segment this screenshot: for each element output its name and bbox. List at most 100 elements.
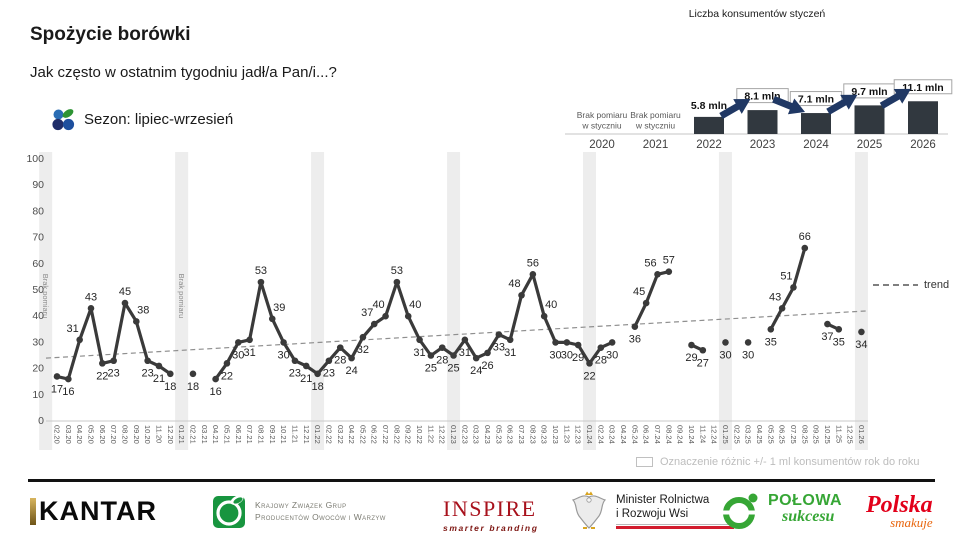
x-tick-label: 10.22 bbox=[415, 425, 424, 444]
data-point-label: 21 bbox=[300, 373, 312, 385]
data-point-06.20 bbox=[99, 360, 106, 367]
data-point-label: 56 bbox=[527, 257, 539, 269]
x-tick-label: 08.22 bbox=[392, 425, 401, 444]
x-tick-label: 04.25 bbox=[755, 425, 764, 444]
january-band-01.23 bbox=[447, 152, 461, 450]
data-point-label: 53 bbox=[391, 265, 403, 277]
data-point-label: 57 bbox=[663, 255, 675, 267]
data-point-05.25 bbox=[767, 326, 775, 333]
kzg-leaf-icon bbox=[213, 495, 245, 528]
data-point-label: 39 bbox=[273, 302, 285, 314]
x-tick-label: 07.24 bbox=[653, 425, 662, 444]
data-point-01.25 bbox=[722, 339, 729, 346]
data-point-02.22 bbox=[325, 357, 333, 365]
mini-bar-2025 bbox=[854, 105, 885, 134]
data-point-label: 32 bbox=[357, 344, 369, 356]
x-tick-label: 08.24 bbox=[664, 425, 673, 444]
data-point-10.25 bbox=[824, 320, 831, 328]
x-tick-label: 01.25 bbox=[721, 425, 730, 444]
x-tick-label: 12.24 bbox=[710, 425, 719, 444]
x-tick-label: 02.20 bbox=[53, 425, 62, 444]
x-tick-label: 03.23 bbox=[472, 425, 481, 444]
trend-arrow-up bbox=[719, 98, 751, 120]
data-point-03.20 bbox=[65, 375, 72, 383]
data-point-label: 22 bbox=[583, 370, 595, 382]
data-point-label: 18 bbox=[187, 381, 199, 393]
minister-logo-text: Minister Rolnictwa i Rozwoju Wsi bbox=[616, 493, 734, 522]
data-point-05.20 bbox=[87, 305, 95, 312]
kzg-line1: Krajowy Związek Grup bbox=[255, 499, 347, 510]
x-tick-label: 06.25 bbox=[778, 425, 787, 444]
data-point-02.21 bbox=[189, 370, 197, 378]
data-point-label: 31 bbox=[413, 347, 425, 359]
data-point-label: 45 bbox=[633, 286, 645, 298]
x-tick-label: 09.23 bbox=[540, 425, 549, 444]
mini-year-label: 2023 bbox=[750, 139, 776, 151]
y-tick-label: 60 bbox=[32, 258, 44, 270]
kantar-gold-bar-icon bbox=[30, 498, 36, 525]
data-point-10.20 bbox=[144, 357, 151, 365]
inspire-logo: INSPIRE smarter branding bbox=[443, 496, 539, 533]
x-tick-label: 03.24 bbox=[608, 425, 617, 444]
data-point-label: 28 bbox=[595, 355, 607, 367]
x-tick-label: 12.23 bbox=[574, 425, 583, 444]
x-tick-label: 09.21 bbox=[268, 425, 277, 444]
x-tick-label: 09.20 bbox=[132, 425, 141, 444]
x-tick-label: 03.21 bbox=[200, 425, 209, 444]
x-tick-label: 01.24 bbox=[585, 425, 594, 444]
data-point-08.23 bbox=[529, 270, 537, 278]
data-point-label: 24 bbox=[470, 365, 482, 377]
data-point-label: 18 bbox=[164, 381, 176, 393]
x-tick-label: 02.21 bbox=[188, 425, 197, 444]
minister-line2: i Rozwoju Wsi bbox=[616, 508, 689, 520]
polska-smakuje-logo: Polska smakuje bbox=[866, 492, 933, 531]
data-point-label: 34 bbox=[855, 339, 867, 351]
data-point-10.24 bbox=[688, 341, 695, 349]
data-point-12.20 bbox=[167, 370, 174, 378]
x-tick-label: 07.22 bbox=[381, 425, 390, 444]
x-tick-label: 05.21 bbox=[222, 425, 231, 444]
data-point-label: 25 bbox=[447, 363, 459, 375]
data-point-label: 26 bbox=[481, 360, 493, 372]
x-tick-label: 08.23 bbox=[528, 425, 537, 444]
kzg-logo: Krajowy Związek Grup Producentów Owoców … bbox=[213, 494, 386, 528]
january-band-01.20 bbox=[39, 152, 53, 450]
x-tick-label: 10.20 bbox=[143, 425, 152, 444]
x-tick-label: 05.25 bbox=[766, 425, 775, 444]
data-point-label: 27 bbox=[697, 357, 709, 369]
y-tick-label: 80 bbox=[32, 205, 44, 217]
x-tick-label: 09.25 bbox=[812, 425, 821, 444]
trend-legend-label: trend bbox=[924, 279, 949, 291]
page-title: Spożycie borówki bbox=[30, 24, 191, 45]
data-point-label: 29 bbox=[685, 352, 697, 364]
data-point-12.22 bbox=[438, 344, 446, 351]
x-tick-label: 04.20 bbox=[75, 425, 84, 444]
kantar-logo-text: KANTAR bbox=[39, 496, 157, 526]
data-point-11.21 bbox=[291, 357, 299, 365]
minister-line1: Minister Rolnictwa bbox=[616, 493, 710, 506]
data-point-label: 37 bbox=[361, 307, 373, 319]
data-point-label: 35 bbox=[833, 336, 845, 348]
data-point-label: 24 bbox=[345, 365, 357, 377]
inspire-tagline: smarter branding bbox=[443, 523, 539, 533]
data-point-label: 16 bbox=[209, 386, 221, 398]
data-point-05.22 bbox=[359, 333, 367, 341]
data-point-06.23 bbox=[506, 336, 514, 344]
x-tick-label: 09.22 bbox=[404, 425, 413, 444]
data-point-10.23 bbox=[552, 339, 559, 346]
x-tick-label: 04.24 bbox=[619, 425, 628, 444]
x-tick-label: 11.24 bbox=[698, 425, 707, 443]
mini-value-box-2024 bbox=[789, 91, 843, 107]
x-tick-label: 12.25 bbox=[846, 425, 855, 444]
x-tick-label: 01.23 bbox=[449, 425, 458, 444]
mini-no-measure-note: Brak pomiaru bbox=[630, 110, 681, 120]
x-tick-label: 09.24 bbox=[676, 425, 685, 444]
data-point-label: 43 bbox=[769, 291, 781, 303]
data-point-07.23 bbox=[518, 291, 525, 299]
data-point-label: 29 bbox=[572, 352, 584, 364]
mini-value-label: 8.1 mln bbox=[744, 91, 780, 103]
data-point-label: 30 bbox=[606, 349, 618, 361]
data-point-07.21 bbox=[246, 336, 253, 344]
data-point-label: 16 bbox=[62, 386, 74, 398]
x-tick-label: 07.23 bbox=[517, 425, 526, 444]
